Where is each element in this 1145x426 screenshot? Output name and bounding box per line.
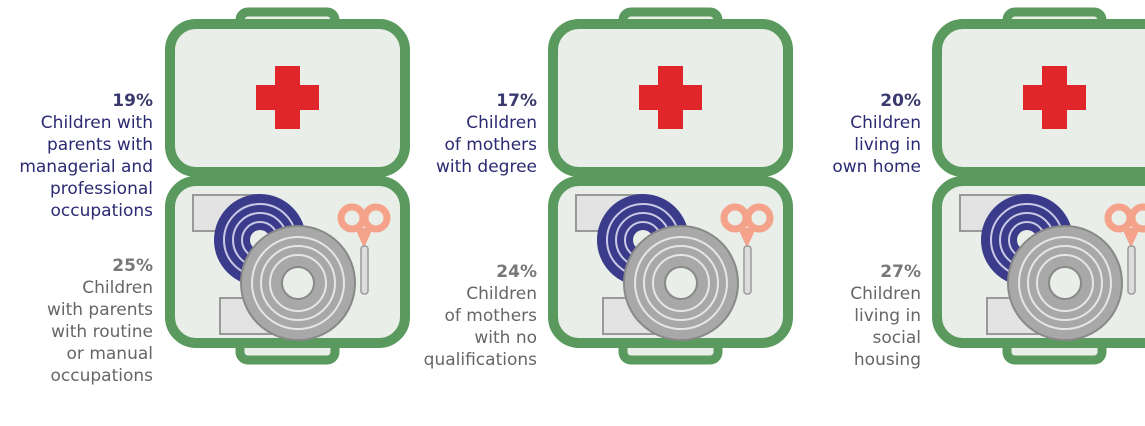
percentage: 19% [112,91,153,111]
top-stat: 17% Children of mothers with degree [436,90,537,178]
first-aid-kit [937,12,1145,360]
description-line: occupations [50,366,154,386]
percentage: 24% [496,262,537,282]
description-line: with routine [51,322,153,342]
top-stat: 19% Children with parents with managerial a… [19,90,153,222]
description-line: of mothers [444,306,538,326]
description-line: qualifications [423,350,537,370]
description-line: parents with [46,135,153,155]
bottom-stat: 27% Children living in social housing [850,261,921,371]
description-line: Children with [40,113,153,133]
description-line: professional [49,179,153,199]
description-line: with parents [46,300,153,320]
first-aid-kit [170,12,405,360]
description-line: Children [466,113,537,133]
percentage: 17% [496,91,537,111]
description-line: own home [832,157,921,177]
description-line: Children [850,284,921,304]
description-line: living in [854,135,921,155]
top-stat: 20% Children living in own home [832,90,921,178]
description-line: with degree [435,157,537,177]
description-line: Children [466,284,537,304]
bottom-stat: 25% Children with parents with routine or ma… [47,255,153,387]
description-line: social [872,328,921,348]
description-line: Children [850,113,921,133]
percentage: 27% [880,262,921,282]
description-line: or manual [66,344,153,364]
description-line: with no [474,328,537,348]
description-line: Children [82,278,153,298]
description-line: of mothers [444,135,538,155]
description-line: housing [853,350,921,370]
description-line: managerial and [19,157,153,177]
percentage: 25% [112,256,153,276]
bottom-stat: 24% Children of mothers with no qualificatio… [424,261,537,371]
description-line: occupations [50,201,154,221]
percentage: 20% [880,91,921,111]
first-aid-kit [553,12,788,360]
description-line: living in [854,306,921,326]
